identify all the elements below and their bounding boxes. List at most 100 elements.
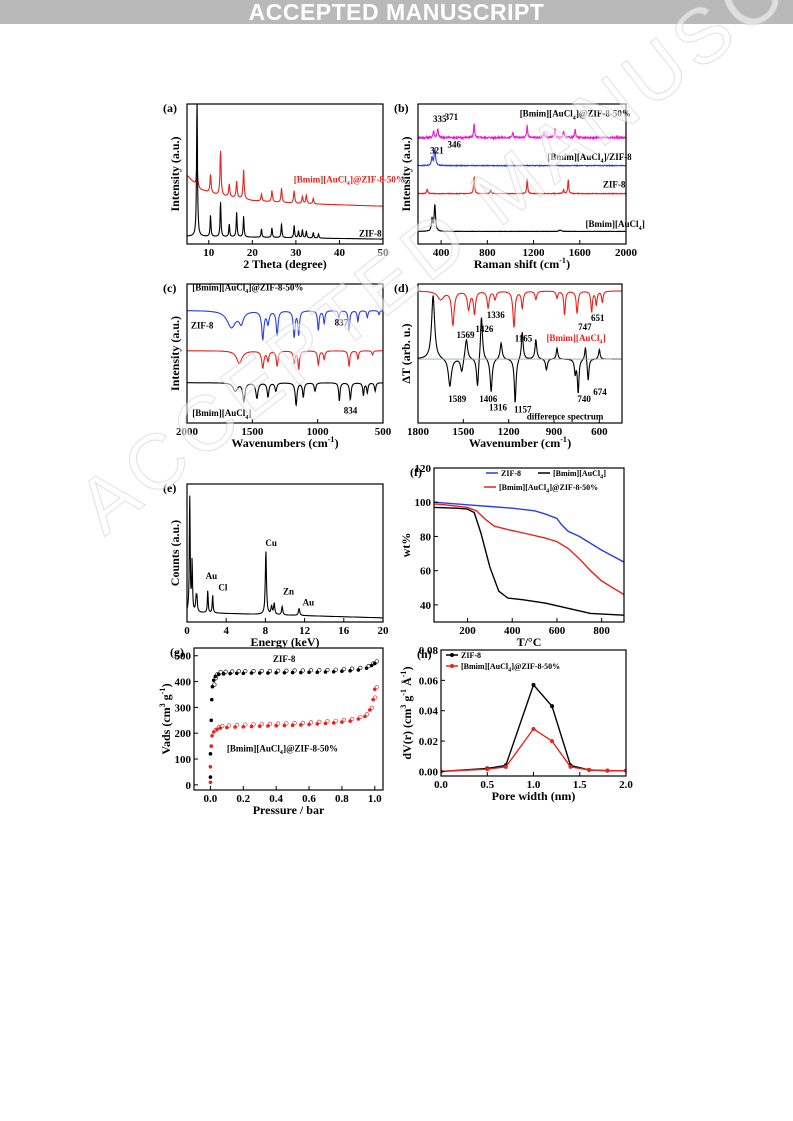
data-point: [531, 682, 536, 687]
series-e-0: [187, 495, 383, 619]
data-point: [225, 725, 229, 730]
series-d-0: [418, 290, 622, 328]
x-axis-label: T/°C: [517, 635, 542, 649]
series-b-0: [418, 123, 626, 141]
plot-frame: [417, 103, 627, 245]
label-part: ]@ZIF-8-50%: [248, 282, 303, 292]
label-part: [Bmim][: [553, 469, 582, 478]
data-point-desorption: [341, 717, 347, 723]
x-tick-label: 1200: [523, 247, 546, 259]
label-part: ]: [248, 408, 251, 418]
label-part: 4: [245, 415, 248, 421]
data-point-desorption: [308, 668, 314, 673]
label-part: 335: [433, 114, 447, 124]
series-c-1: [187, 350, 383, 370]
data-point-desorption: [220, 723, 225, 729]
label-part: [Bmim][: [294, 174, 327, 184]
label-part: 4: [600, 159, 603, 165]
x-axis-label: Energy (keV): [251, 635, 320, 649]
label-part: 740: [577, 394, 591, 404]
data-point-desorption: [333, 718, 338, 723]
data-point: [340, 669, 344, 674]
data-point: [257, 671, 262, 675]
annotation: [Bmim][AuCl4 ]: [586, 219, 645, 232]
data-point: [340, 720, 344, 724]
y-tick-label: 300: [175, 702, 192, 714]
data-point: [249, 671, 254, 675]
series-line: [418, 123, 626, 141]
data-point-desorption: [369, 705, 374, 710]
panel-c: 2000 1500 1000 500 Wavenumbers (cm-1 ) Intens…: [163, 281, 392, 450]
data-point-desorption: [373, 695, 378, 700]
annotation: 371: [445, 112, 459, 122]
data-point-desorption: [276, 668, 281, 673]
label-part: 4: [280, 750, 283, 756]
annotation: [Bmim][AuCl4 ]@ZIF-8-50%: [520, 109, 631, 122]
label-part: [Bmim][: [192, 408, 225, 418]
data-point-desorption: [374, 685, 379, 690]
series-c-0: [187, 310, 383, 342]
panel-label: (g): [170, 645, 184, 659]
y-tick-label: 80: [420, 531, 432, 543]
annotation: 1157: [514, 405, 532, 415]
annotation: 1569: [457, 330, 476, 340]
label-part: 837: [335, 318, 349, 328]
data-point: [485, 767, 490, 772]
series-b-2: [418, 175, 626, 196]
x-tick-label: 900: [546, 426, 563, 438]
x-tick-label: 1.5: [573, 779, 587, 791]
annotation: [Bmim][AuCl4 ]: [192, 408, 251, 421]
label-part: dV(r) (: [400, 724, 414, 760]
x-tick-label: 500: [375, 426, 392, 438]
annotation: ZIF-8: [191, 320, 214, 330]
data-point: [282, 670, 287, 675]
data-point: [228, 671, 232, 676]
y-tick-label: 60: [420, 566, 432, 578]
label-part: -1: [559, 256, 566, 265]
label-part: ΔT (arb. u.): [399, 324, 413, 384]
label-part: Zn: [283, 586, 294, 596]
annotation: Cl: [218, 582, 227, 592]
data-point: [218, 726, 223, 730]
data-point: [266, 724, 270, 728]
data-point: [299, 723, 303, 727]
label-part: ]@ZIF-8-50%: [350, 174, 405, 184]
x-tick-label: 1800: [407, 426, 430, 438]
data-point: [331, 721, 336, 725]
annotation: 1316: [489, 402, 508, 412]
annotation: ZIF-8: [273, 654, 296, 664]
data-point: [210, 733, 214, 738]
plot-frame: [193, 647, 384, 791]
x-tick-label: 400: [433, 247, 450, 259]
series-line: [418, 146, 626, 168]
data-point-desorption: [251, 722, 256, 727]
label-part: Raman shift (: [474, 257, 544, 271]
data-point: [315, 670, 320, 675]
legend-entry: [Bmim][AuCl4 ]@ZIF-8-50%: [499, 483, 598, 494]
label-part: [Bmim][: [461, 662, 490, 671]
series-line: [418, 295, 622, 403]
data-point: [213, 674, 218, 679]
y-tick-label: 100: [175, 754, 192, 766]
label-part: ZIF-8: [359, 228, 382, 238]
annotation: [Bmim][AuCl4 ]: [546, 333, 605, 346]
data-point: [323, 670, 328, 674]
x-axis-label: Raman shift (cm-1 ): [474, 256, 570, 271]
panel-g: 0.0 0.2 0.4 0.6 0.8 1.0 0 100 200 300 400 500 Pressu…: [158, 645, 384, 817]
x-tick-label: 12: [299, 625, 311, 637]
x-tick-label: 1.0: [368, 793, 382, 805]
data-point-desorption: [374, 659, 379, 664]
data-point: [257, 724, 262, 729]
label-part: Vads (: [159, 723, 173, 755]
label-part: 1426: [475, 324, 494, 334]
panel-a: 10 20 30 40 50 2 Theta (degree) Intensity (a.u…: [163, 101, 405, 271]
data-point: [210, 684, 215, 689]
data-point-desorption: [317, 719, 322, 724]
label-part: difference spectrum: [527, 412, 604, 422]
label-part: 674: [593, 387, 607, 397]
legend-marker: [450, 664, 454, 668]
label-part: 1406: [479, 394, 498, 404]
data-point: [211, 678, 216, 683]
annotation: 651: [591, 313, 605, 323]
data-point: [307, 670, 311, 675]
